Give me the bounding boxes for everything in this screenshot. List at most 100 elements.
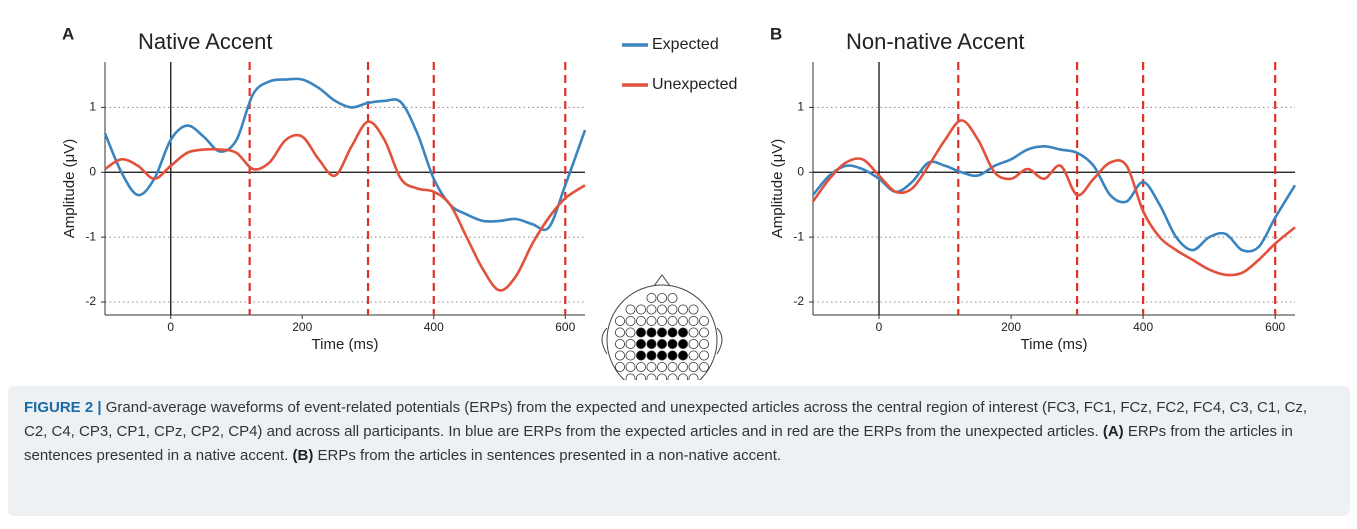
electrode: [646, 292, 657, 303]
caption-text: ERPs from the articles in sentences pres…: [24, 423, 1293, 464]
electrode: [667, 327, 678, 338]
electrode: [699, 315, 710, 326]
electrode: [678, 350, 689, 361]
electrode: [615, 315, 626, 326]
electrode: [646, 350, 657, 361]
panel-letter: B: [770, 24, 782, 43]
figure: A Native Accent -2 -1 0 1 0 200 400 600 Time (ms) A…: [61, 24, 1297, 380]
electrode: [678, 304, 689, 315]
electrode: [678, 338, 689, 349]
electrode: [657, 292, 668, 303]
electrode: [688, 350, 699, 361]
electrode: [625, 338, 636, 349]
y-tick-label: 0: [89, 164, 96, 178]
electrode: [678, 327, 689, 338]
electrode: [699, 338, 710, 349]
caption-text: Grand-average waveforms of event-related…: [24, 399, 1308, 440]
electrode: [699, 361, 710, 372]
electrode: [678, 315, 689, 326]
x-tick-label: 400: [424, 320, 444, 334]
legend-label: Unexpected: [652, 76, 737, 93]
electrode: [667, 373, 678, 380]
electrode: [688, 304, 699, 315]
y-tick-label: -1: [793, 229, 804, 243]
electrode: [615, 327, 626, 338]
electrode: [625, 315, 636, 326]
electrode: [636, 373, 646, 380]
x-tick-label: 0: [876, 320, 883, 334]
chart-title: Non-native Accent: [846, 29, 1025, 54]
electrode: [636, 327, 647, 338]
electrode: [667, 304, 678, 315]
electrode: [646, 304, 657, 315]
electrode: [625, 304, 636, 315]
caption-label: FIGURE 2 |: [24, 399, 102, 416]
series-line: [104, 120, 586, 292]
electrode: [646, 338, 657, 349]
electrode: [699, 327, 710, 338]
head-ear: [716, 327, 723, 355]
electrode: [678, 361, 689, 372]
x-tick-label: 600: [555, 320, 575, 334]
electrode: [688, 315, 699, 326]
electrode: [646, 373, 657, 380]
electrode: [657, 350, 668, 361]
electrode: [615, 361, 626, 372]
electrode: [688, 327, 699, 338]
y-axis-label: Amplitude (μV): [61, 139, 78, 239]
electrode: [615, 338, 626, 349]
y-tick-label: -2: [85, 294, 96, 308]
electrode: [688, 338, 699, 349]
electrode: [615, 350, 626, 361]
electrode: [699, 350, 710, 361]
x-tick-label: 0: [167, 320, 174, 334]
electrode: [636, 338, 647, 349]
y-tick-label: 1: [89, 100, 96, 114]
caption-panel: (B): [292, 447, 314, 464]
electrode: [667, 338, 678, 349]
electrode: [636, 350, 647, 361]
series-line: [103, 77, 587, 232]
x-tick-label: 200: [1001, 320, 1021, 334]
x-axis-label: Time (ms): [312, 336, 379, 353]
electrode: [678, 373, 688, 380]
caption-panel: (A): [1102, 423, 1124, 440]
caption: FIGURE 2 | Grand-average waveforms of ev…: [8, 386, 1350, 516]
electrode: [667, 350, 678, 361]
electrode: [646, 315, 657, 326]
electrode: [646, 361, 657, 372]
electrode: [636, 304, 647, 315]
electrode: [657, 373, 667, 380]
y-tick-label: 1: [797, 100, 804, 114]
electrode-map: [601, 274, 723, 380]
electrode: [657, 327, 668, 338]
electrode: [657, 338, 668, 349]
x-tick-label: 600: [1265, 320, 1285, 334]
electrode: [636, 361, 647, 372]
electrode: [667, 361, 678, 372]
chart-title: Native Accent: [138, 29, 273, 54]
y-tick-label: 0: [797, 164, 804, 178]
electrode: [636, 315, 647, 326]
caption-text: ERPs from the articles in sentences pres…: [317, 447, 782, 464]
electrode: [667, 292, 678, 303]
electrode: [625, 350, 636, 361]
y-tick-label: -1: [85, 229, 96, 243]
electrode: [646, 327, 657, 338]
panel-letter: A: [62, 24, 74, 43]
series-line: [811, 145, 1297, 253]
electrode: [625, 373, 636, 380]
x-tick-label: 200: [292, 320, 312, 334]
electrode: [688, 373, 699, 380]
x-tick-label: 400: [1133, 320, 1153, 334]
series-line: [811, 119, 1296, 277]
x-axis-label: Time (ms): [1021, 336, 1088, 353]
y-tick-label: -2: [793, 294, 804, 308]
electrode: [667, 315, 678, 326]
y-axis-label: Amplitude (μV): [769, 139, 786, 239]
legend-label: Expected: [652, 36, 719, 53]
head-ear: [601, 327, 608, 355]
electrode: [657, 304, 668, 315]
electrode: [657, 315, 668, 326]
